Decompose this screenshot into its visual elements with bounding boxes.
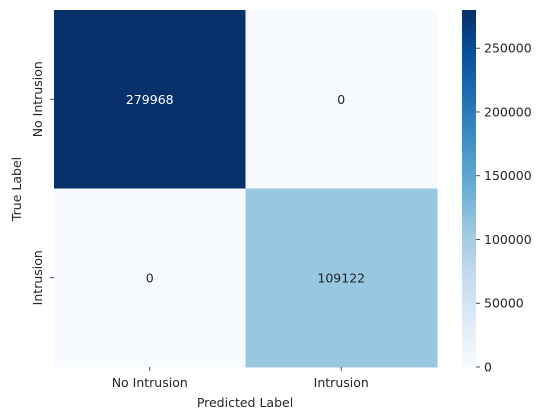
cell-value-label: 109122 [317,270,365,285]
y-tick-label: No Intrusion [30,61,45,137]
heatmap-cell-labels: 279968 0 0 109122 [126,92,365,286]
cell-value-label: 0 [337,92,345,107]
x-tick-label: No Intrusion [112,375,188,390]
heatmap-cell [245,10,438,189]
heatmap-cell [245,188,438,368]
x-axis-ticks: No Intrusion Intrusion [112,367,369,390]
heatmap-cell [54,10,246,189]
cell-value-label: 0 [146,270,154,285]
y-tick-label: Intrusion [30,250,45,305]
colorbar-tick-label: 150000 [484,168,532,183]
heatmap-cells [54,10,438,368]
x-tick-label: Intrusion [314,375,369,390]
x-axis-label: Predicted Label [197,395,293,410]
y-axis-ticks: No Intrusion Intrusion [30,61,54,305]
colorbar-ticks: 0 50000 100000 150000 200000 250000 [476,41,532,375]
colorbar-tick-label: 250000 [484,41,532,56]
colorbar-tick-label: 50000 [484,296,524,311]
colorbar-tick-label: 0 [484,360,492,375]
cell-value-label: 279968 [126,92,174,107]
colorbar-tick-label: 200000 [484,104,532,119]
colorbar-tick-label: 100000 [484,232,532,247]
colorbar [462,10,476,367]
heatmap-cell [54,188,246,368]
y-axis-label: True Label [9,157,24,222]
